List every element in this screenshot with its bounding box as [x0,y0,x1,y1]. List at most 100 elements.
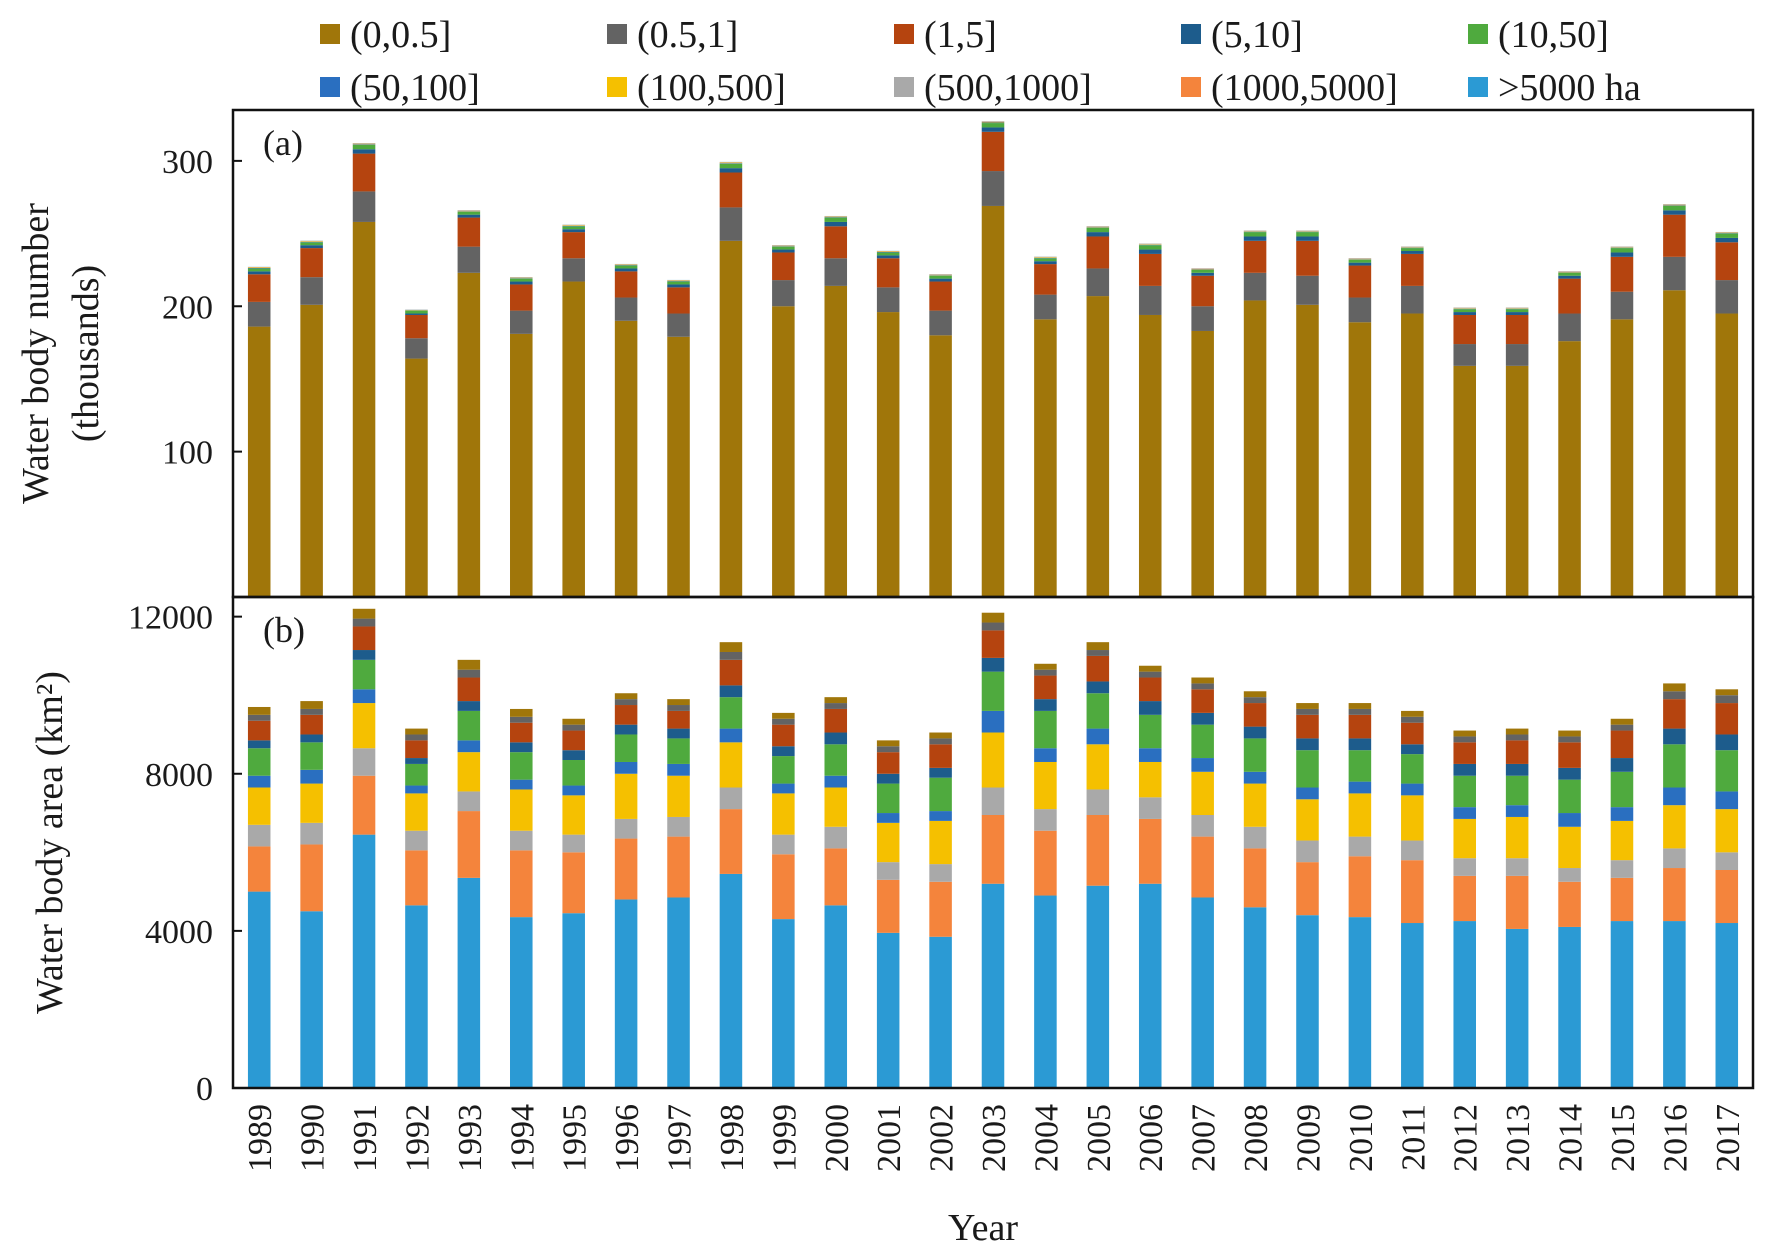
bar-b-1990-0-5-1 [300,708,323,715]
legend-label-1-5: (1,5] [924,14,997,56]
bar-a-1999-5-10 [772,249,795,253]
bar-b-2003-5000-ha [981,883,1005,1088]
bar-b-2001-0-5-1 [876,746,900,753]
bar-b-2002-0-5-1 [929,738,952,745]
bar-b-2015-500-1000 [1610,860,1634,878]
bar-a-2003-100-500 [981,121,1005,123]
bar-b-1997-5-10 [667,728,690,739]
bar-b-2016-5-10 [1663,728,1686,745]
bar-b-1990-5000-ha [300,911,323,1088]
bar-b-2017-1-5 [1715,703,1739,735]
legend-label-0-0-5: (0,0.5] [350,14,451,56]
bar-b-1991-50-100 [352,689,376,704]
bar-b-2002-1000-5000 [929,881,952,937]
bar-b-2009-1000-5000 [1296,862,1319,916]
bar-b-2001-1000-5000 [876,879,900,933]
bar-a-1991-100-500 [352,143,376,145]
bar-a-1989-0-0-5 [247,326,271,597]
bar-b-1994-10-50 [510,752,533,780]
bar-b-2017-0-0-5 [1715,689,1739,696]
bar-a-1990-5-10 [300,245,323,249]
legend-swatch-5000-ha [1468,77,1488,97]
legend-label-500-1000: (500,1000] [924,67,1092,109]
bar-a-2010-1-5 [1348,265,1372,298]
bar-a-2000-0-0-5 [824,285,848,597]
bar-b-2005-5000-ha [1086,885,1110,1088]
bar-b-1990-0-0-5 [300,701,323,709]
bar-a-1992-5-10 [405,313,428,315]
bar-b-2011-5-10 [1401,744,1424,755]
bar-b-2000-100-500 [824,787,848,827]
bar-b-1998-10-50 [719,697,743,729]
bar-a-2011-0-0-5 [1401,313,1424,597]
bar-b-1997-0-0-5 [667,699,690,706]
bar-a-2006-0-5-1 [1138,285,1162,315]
bar-b-2015-5000-ha [1610,921,1634,1088]
bar-a-2016-100-500 [1663,204,1686,206]
bar-b-2017-10-50 [1715,750,1739,792]
bar-b-2001-500-1000 [876,862,900,880]
bar-b-2014-5-10 [1558,767,1581,780]
bar-b-2004-500-1000 [1034,809,1057,831]
bar-b-2000-5000-ha [824,905,848,1088]
bar-b-2011-100-500 [1401,795,1424,841]
bar-a-1998-50-100 [719,163,743,164]
bar-b-2009-100-500 [1296,799,1319,841]
bar-b-2002-5000-ha [929,936,952,1088]
bar-b-2014-0-5-1 [1558,736,1581,743]
bar-a-1993-1-5 [457,217,481,247]
bar-b-2006-0-0-5 [1138,665,1162,672]
legend-swatch-500-1000 [894,77,914,97]
bar-a-1994-10-50 [510,278,533,282]
xtick-label-2016: 2016 [1657,1104,1694,1172]
bar-b-1995-5000-ha [562,913,585,1088]
bar-b-2012-0-5-1 [1453,736,1476,743]
bar-b-1995-0-0-5 [562,718,585,725]
bar-a-2001-0-0-5 [876,312,900,597]
bar-b-1999-100-500 [772,793,795,835]
xtick-label-2004: 2004 [1028,1104,1065,1172]
bar-b-2016-0-0-5 [1663,683,1686,692]
bar-a-1993-0-5-1 [457,246,481,273]
bar-b-2016-500-1000 [1663,848,1686,869]
bar-b-2005-5-10 [1086,681,1110,694]
bar-b-1994-1000-5000 [510,850,533,918]
bar-a-2010-5-10 [1348,262,1372,266]
bar-a-2013-1-5 [1505,314,1529,345]
bar-b-1995-0-5-1 [562,724,585,731]
bar-b-2013-10-50 [1505,775,1529,806]
bar-a-1993-10-50 [457,211,481,215]
bar-a-1989-5-10 [247,271,271,275]
bar-b-1989-10-50 [247,748,271,776]
bar-a-1991-10-50 [352,144,376,150]
bar-b-1992-0-0-5 [405,728,428,735]
bar-b-2017-100-500 [1715,809,1739,853]
bar-a-2016-1-5 [1663,214,1686,257]
bar-a-2014-5-10 [1558,275,1581,279]
bar-b-2011-0-5-1 [1401,716,1424,723]
bar-b-1995-5-10 [562,750,585,761]
bar-b-2006-1000-5000 [1138,818,1162,884]
bar-b-2011-1000-5000 [1401,860,1424,924]
bar-b-2007-5-10 [1191,712,1214,725]
bar-a-2004-10-50 [1034,258,1057,262]
bar-b-2009-500-1000 [1296,840,1319,863]
bar-b-1999-1000-5000 [772,854,795,920]
bar-b-2006-1-5 [1138,677,1162,702]
bar-a-1992-10-50 [405,310,428,314]
bar-b-2005-1000-5000 [1086,815,1110,886]
bar-b-1991-0-0-5 [352,608,376,619]
bar-a-2014-0-0-5 [1558,341,1581,597]
bar-b-2000-5-10 [824,732,848,745]
bar-a-2005-10-50 [1086,227,1110,233]
bar-a-1995-5-10 [562,229,585,233]
bar-b-2002-0-0-5 [929,732,952,739]
bar-b-1996-0-0-5 [614,693,638,700]
bar-b-2003-500-1000 [981,787,1005,816]
bar-a-1994-1-5 [510,284,533,311]
ytick-label-a-100: 100 [162,435,213,472]
bar-a-2015-0-5-1 [1610,291,1634,320]
bar-a-2004-1-5 [1034,264,1057,295]
bar-b-2009-10-50 [1296,750,1319,788]
bar-b-2000-0-0-5 [824,697,848,704]
